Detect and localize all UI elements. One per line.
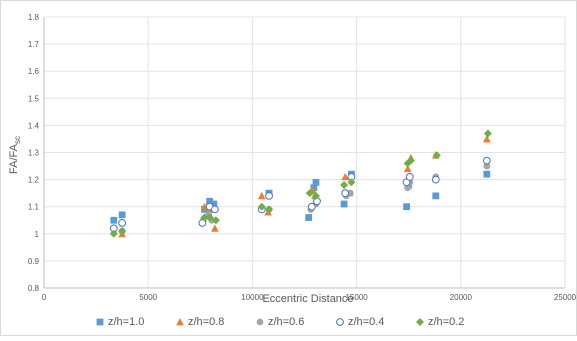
y-tick-label: 1.6 [28, 67, 40, 76]
data-point [118, 227, 127, 236]
data-point [118, 211, 126, 219]
legend-item-2: z/h=0.8 [176, 316, 224, 328]
legend-label: z/h=0.4 [348, 316, 384, 328]
legend-marker [336, 318, 344, 326]
data-point [483, 162, 491, 170]
legend-marker [256, 318, 264, 326]
data-point [210, 200, 218, 208]
data-point [483, 134, 491, 143]
data-point [118, 219, 127, 227]
y-axis-label-subscript: sc [13, 136, 22, 144]
data-point [432, 192, 440, 200]
y-tick-label: 0.9 [28, 257, 40, 266]
x-tick-label: 20000 [450, 293, 473, 302]
tick-labels: 0.8 0.9 1 1.1 1.2 1.3 1.4 1.5 1.6 1.7 1.8 0 5000 1000… [28, 13, 577, 302]
y-axis-label: FA/FAsc [8, 136, 22, 174]
data-point [347, 178, 356, 187]
legend-marker [416, 318, 424, 326]
y-tick-label: 1.8 [28, 13, 40, 22]
data-point [205, 213, 214, 222]
y-tick-label: 1.2 [28, 176, 40, 185]
data-point [340, 200, 348, 208]
data-point [312, 178, 320, 186]
legend-label: z/h=0.6 [268, 316, 304, 328]
data-point [257, 191, 266, 200]
data-point [206, 197, 214, 205]
data-point [311, 191, 320, 200]
data-point [110, 216, 118, 224]
x-tick-label: 10000 [241, 293, 264, 302]
data-point [198, 219, 207, 227]
x-tick-label: 25000 [554, 293, 577, 302]
data-point [265, 191, 273, 200]
y-tick-label: 0.8 [28, 284, 40, 293]
data-point [483, 129, 492, 138]
axes [43, 17, 565, 289]
y-tick-label: 1 [35, 230, 40, 239]
data-point [210, 205, 219, 214]
data-point [341, 172, 349, 181]
x-tick-label: 5000 [139, 293, 157, 302]
data-point [346, 189, 354, 197]
data-point [406, 156, 415, 165]
legend-label: z/h=1.0 [108, 316, 144, 328]
data-point [310, 184, 318, 192]
data-point [431, 175, 440, 184]
data-point [211, 216, 220, 225]
legend-item-5: z/h=0.2 [416, 316, 464, 328]
legend-label: z/h=0.8 [188, 316, 224, 328]
data-point [305, 214, 313, 221]
data-point [211, 224, 219, 232]
x-tick-label: 15000 [345, 293, 368, 302]
series-5 [109, 129, 492, 238]
data-point [482, 156, 491, 165]
legend-item-4: z/h=0.4 [336, 316, 384, 328]
data-point [483, 170, 491, 178]
data-point [340, 181, 349, 190]
data-point [403, 164, 412, 173]
legend-item-1: z/h=1.0 [96, 316, 144, 328]
data-point [109, 229, 118, 238]
data-point [341, 189, 350, 198]
data-point [313, 197, 321, 206]
data-point [265, 205, 274, 214]
data-point [432, 151, 441, 160]
data-point [405, 172, 414, 181]
y-tick-label: 1.3 [28, 149, 40, 158]
x-axis-label: Eccentric Distance [262, 293, 353, 305]
x-tick-label: 0 [42, 293, 47, 302]
grid-lines [44, 16, 566, 288]
data-point [257, 202, 266, 211]
y-tick-label: 1.1 [28, 203, 40, 212]
legend-marker [176, 318, 184, 326]
y-tick-label: 1.5 [28, 94, 40, 103]
data-point [200, 213, 209, 222]
data-point [403, 203, 411, 211]
legend-marker [96, 318, 104, 326]
data-point [307, 202, 316, 211]
y-axis-label-main: FA/FA [8, 143, 20, 174]
data-point [305, 189, 314, 198]
y-tick-label: 1.7 [28, 40, 40, 49]
legend: z/h=1.0 z/h=0.8 z/h=0.6 z/h=0.4 z/h=0.2 [96, 316, 464, 328]
data-points [109, 129, 492, 238]
legend-item-3: z/h=0.6 [256, 316, 304, 328]
legend-label: z/h=0.2 [428, 316, 464, 328]
y-tick-label: 1.4 [28, 121, 40, 130]
